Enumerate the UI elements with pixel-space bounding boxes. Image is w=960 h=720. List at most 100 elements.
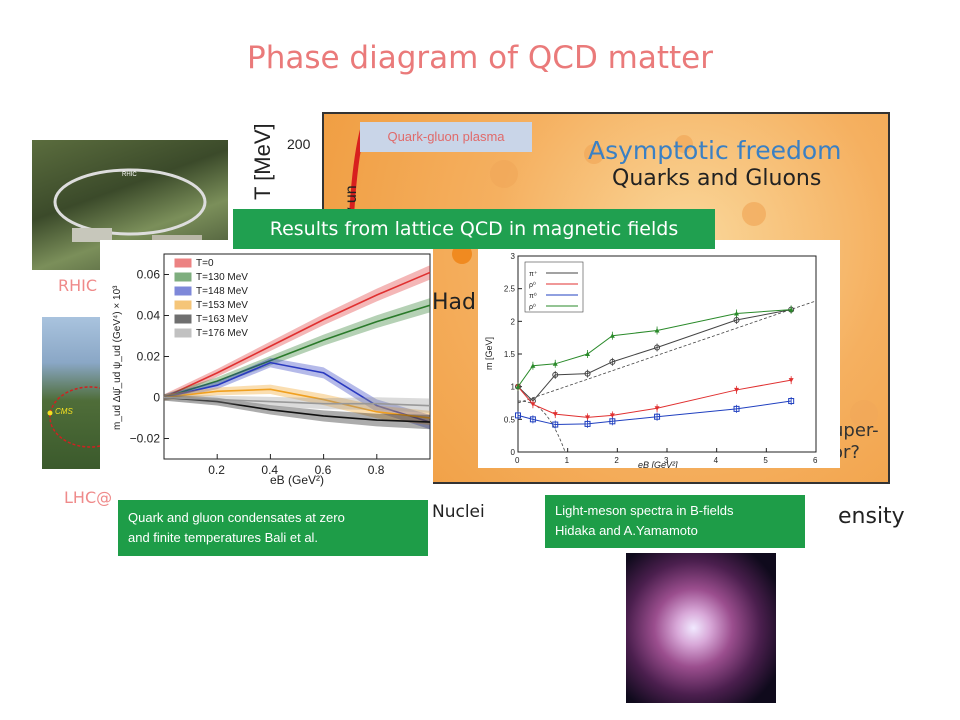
y-tick-label: 2 [511, 317, 516, 326]
legend-label: π⁰ [529, 292, 537, 300]
series-band [164, 384, 430, 426]
series-line [517, 400, 792, 426]
x-tick-label: 2 [614, 456, 619, 465]
rhic-photo-label: RHIC [122, 172, 137, 178]
legend-box [524, 261, 584, 313]
legend-label: ρ⁰ [529, 281, 536, 289]
data-point [609, 333, 615, 338]
quark-bubble [675, 135, 693, 153]
legend-label: ρ⁰ [529, 303, 536, 311]
condensate-caption: Quark and gluon condensates at zero and … [118, 500, 428, 556]
condensate-series [163, 265, 431, 430]
density-axis-label: ensity [838, 504, 905, 529]
cms-marker [47, 410, 53, 416]
series-line [163, 396, 431, 423]
quarks-gluons-label: Quarks and Gluons [612, 166, 822, 191]
rhic-building [72, 228, 112, 242]
meson-ylabel: m [GeV] [484, 337, 494, 370]
meson-chart-panel: 0 1 2 3 4 5 6 3 2.5 2 1.5 1 0.5 0 π⁺ ρ⁰ π⁰ ρ⁰ m [GeV] eB… [478, 240, 840, 470]
meson-chart: 0 1 2 3 4 5 6 3 2.5 2 1.5 1 0.5 0 π⁺ ρ⁰ π⁰ ρ⁰ m [GeV] eB… [484, 252, 818, 470]
condensate-chart: 0.2 0.4 0.6 0.8 0.06 0.04 0.02 0 −0.02 T=0 T=130 … [112, 253, 431, 487]
qgp-label-box: Quark-gluon plasma [360, 122, 532, 152]
data-point [585, 415, 591, 420]
quark-bubble [742, 202, 766, 226]
data-point [584, 370, 591, 377]
data-point [654, 327, 660, 333]
series-band [164, 357, 430, 430]
y-tick-label: 0 [511, 448, 516, 457]
condensate-caption-line-2: and finite temperatures Bali et al. [128, 530, 319, 545]
legend-label: π⁺ [529, 271, 538, 278]
series-band [164, 298, 430, 401]
data-point [654, 413, 661, 420]
y-tick-label: 1 [511, 383, 516, 392]
y-tick-label: −0.02 [130, 432, 161, 446]
data-point [788, 307, 794, 312]
t-mev-text: T [MeV] [250, 123, 275, 200]
y-tick-label: 1.5 [504, 350, 516, 359]
series-line [517, 309, 792, 387]
y-tick-label: 0.04 [137, 309, 161, 323]
condensate-legend: T=0 T=130 MeV T=148 MeV T=153 MeV T=163 MeV T… [174, 258, 248, 339]
x-tick-label: 3 [664, 456, 669, 465]
data-point [552, 371, 559, 378]
x-tick-label: 5 [763, 456, 768, 465]
legend-label: T=148 MeV [196, 286, 248, 297]
cms-label: CMS [55, 407, 73, 416]
data-point [788, 378, 794, 383]
series-line [517, 309, 792, 402]
meson-xlabel: eB [GeV²] [638, 460, 678, 468]
meson-legend: π⁺ ρ⁰ π⁰ ρ⁰ [524, 261, 584, 313]
nuclei-label: Nuclei [432, 502, 485, 522]
data-point [733, 317, 740, 324]
y-tick-label: 0.5 [504, 415, 516, 424]
data-point [788, 398, 795, 405]
condensate-chart-panel: 0.2 0.4 0.6 0.8 0.06 0.04 0.02 0 −0.02 T=0 T=130 … [100, 240, 433, 488]
tick-200: 200 [287, 136, 311, 152]
x-tick-label: 1 [565, 456, 570, 465]
data-point [515, 412, 521, 419]
y-tick-label: 2.5 [504, 285, 516, 294]
hadron-label: Had [432, 290, 476, 315]
data-point [552, 412, 558, 417]
x-tick-label: 0.4 [261, 463, 278, 477]
data-point [733, 405, 740, 412]
legend-swatch [174, 314, 192, 324]
legend-label: T=130 MeV [196, 272, 248, 283]
data-point [609, 358, 616, 365]
legend-label: T=163 MeV [196, 314, 248, 325]
data-point [609, 418, 616, 425]
x-tick-label: 6 [813, 456, 818, 465]
quark-bubble [584, 144, 604, 164]
x-tick-label: 0.8 [368, 463, 385, 477]
data-point [585, 351, 591, 356]
crab-nebula-photo [626, 553, 776, 703]
slide-title: Phase diagram of QCD matter [247, 40, 713, 76]
data-point [529, 416, 536, 423]
asymptotic-freedom-label: Asymptotic freedom [588, 136, 842, 165]
legend-swatch [174, 286, 192, 296]
condensate-xlabel: eB (GeV²) [270, 473, 324, 487]
series-line [163, 271, 431, 399]
lhc-aerial-photo: CMS [42, 317, 100, 469]
y-tick-label: 3 [511, 252, 516, 261]
legend-swatch [174, 272, 192, 282]
data-point [552, 421, 559, 428]
rhic-ring [53, 168, 207, 236]
condensate-axes: 0.2 0.4 0.6 0.8 0.06 0.04 0.02 0 −0.02 [130, 268, 385, 478]
meson-caption-line-2: Hidaka and A.Yamamoto [555, 523, 698, 538]
hadron-dot [452, 244, 472, 264]
series-line [163, 304, 431, 399]
data-point [530, 363, 536, 368]
guide-curve [517, 400, 566, 453]
x-tick-label: 0.6 [315, 463, 332, 477]
lhc-label: LHC@ [64, 488, 113, 507]
condensate-caption-line-1: Quark and gluon condensates at zero [128, 510, 345, 525]
series-line [163, 396, 431, 407]
condensate-ylabel: m_ud Δψ̄_ud ψ_ud (GeV⁴) × 10³ [112, 285, 123, 430]
meson-caption: Light-meson spectra in B-fields Hidaka a… [545, 495, 805, 548]
data-point [609, 413, 615, 418]
guide-curve [517, 300, 817, 404]
lattice-qcd-title-box: Results from lattice QCD in magnetic fie… [233, 209, 715, 249]
x-tick-label: 0 [515, 456, 520, 465]
